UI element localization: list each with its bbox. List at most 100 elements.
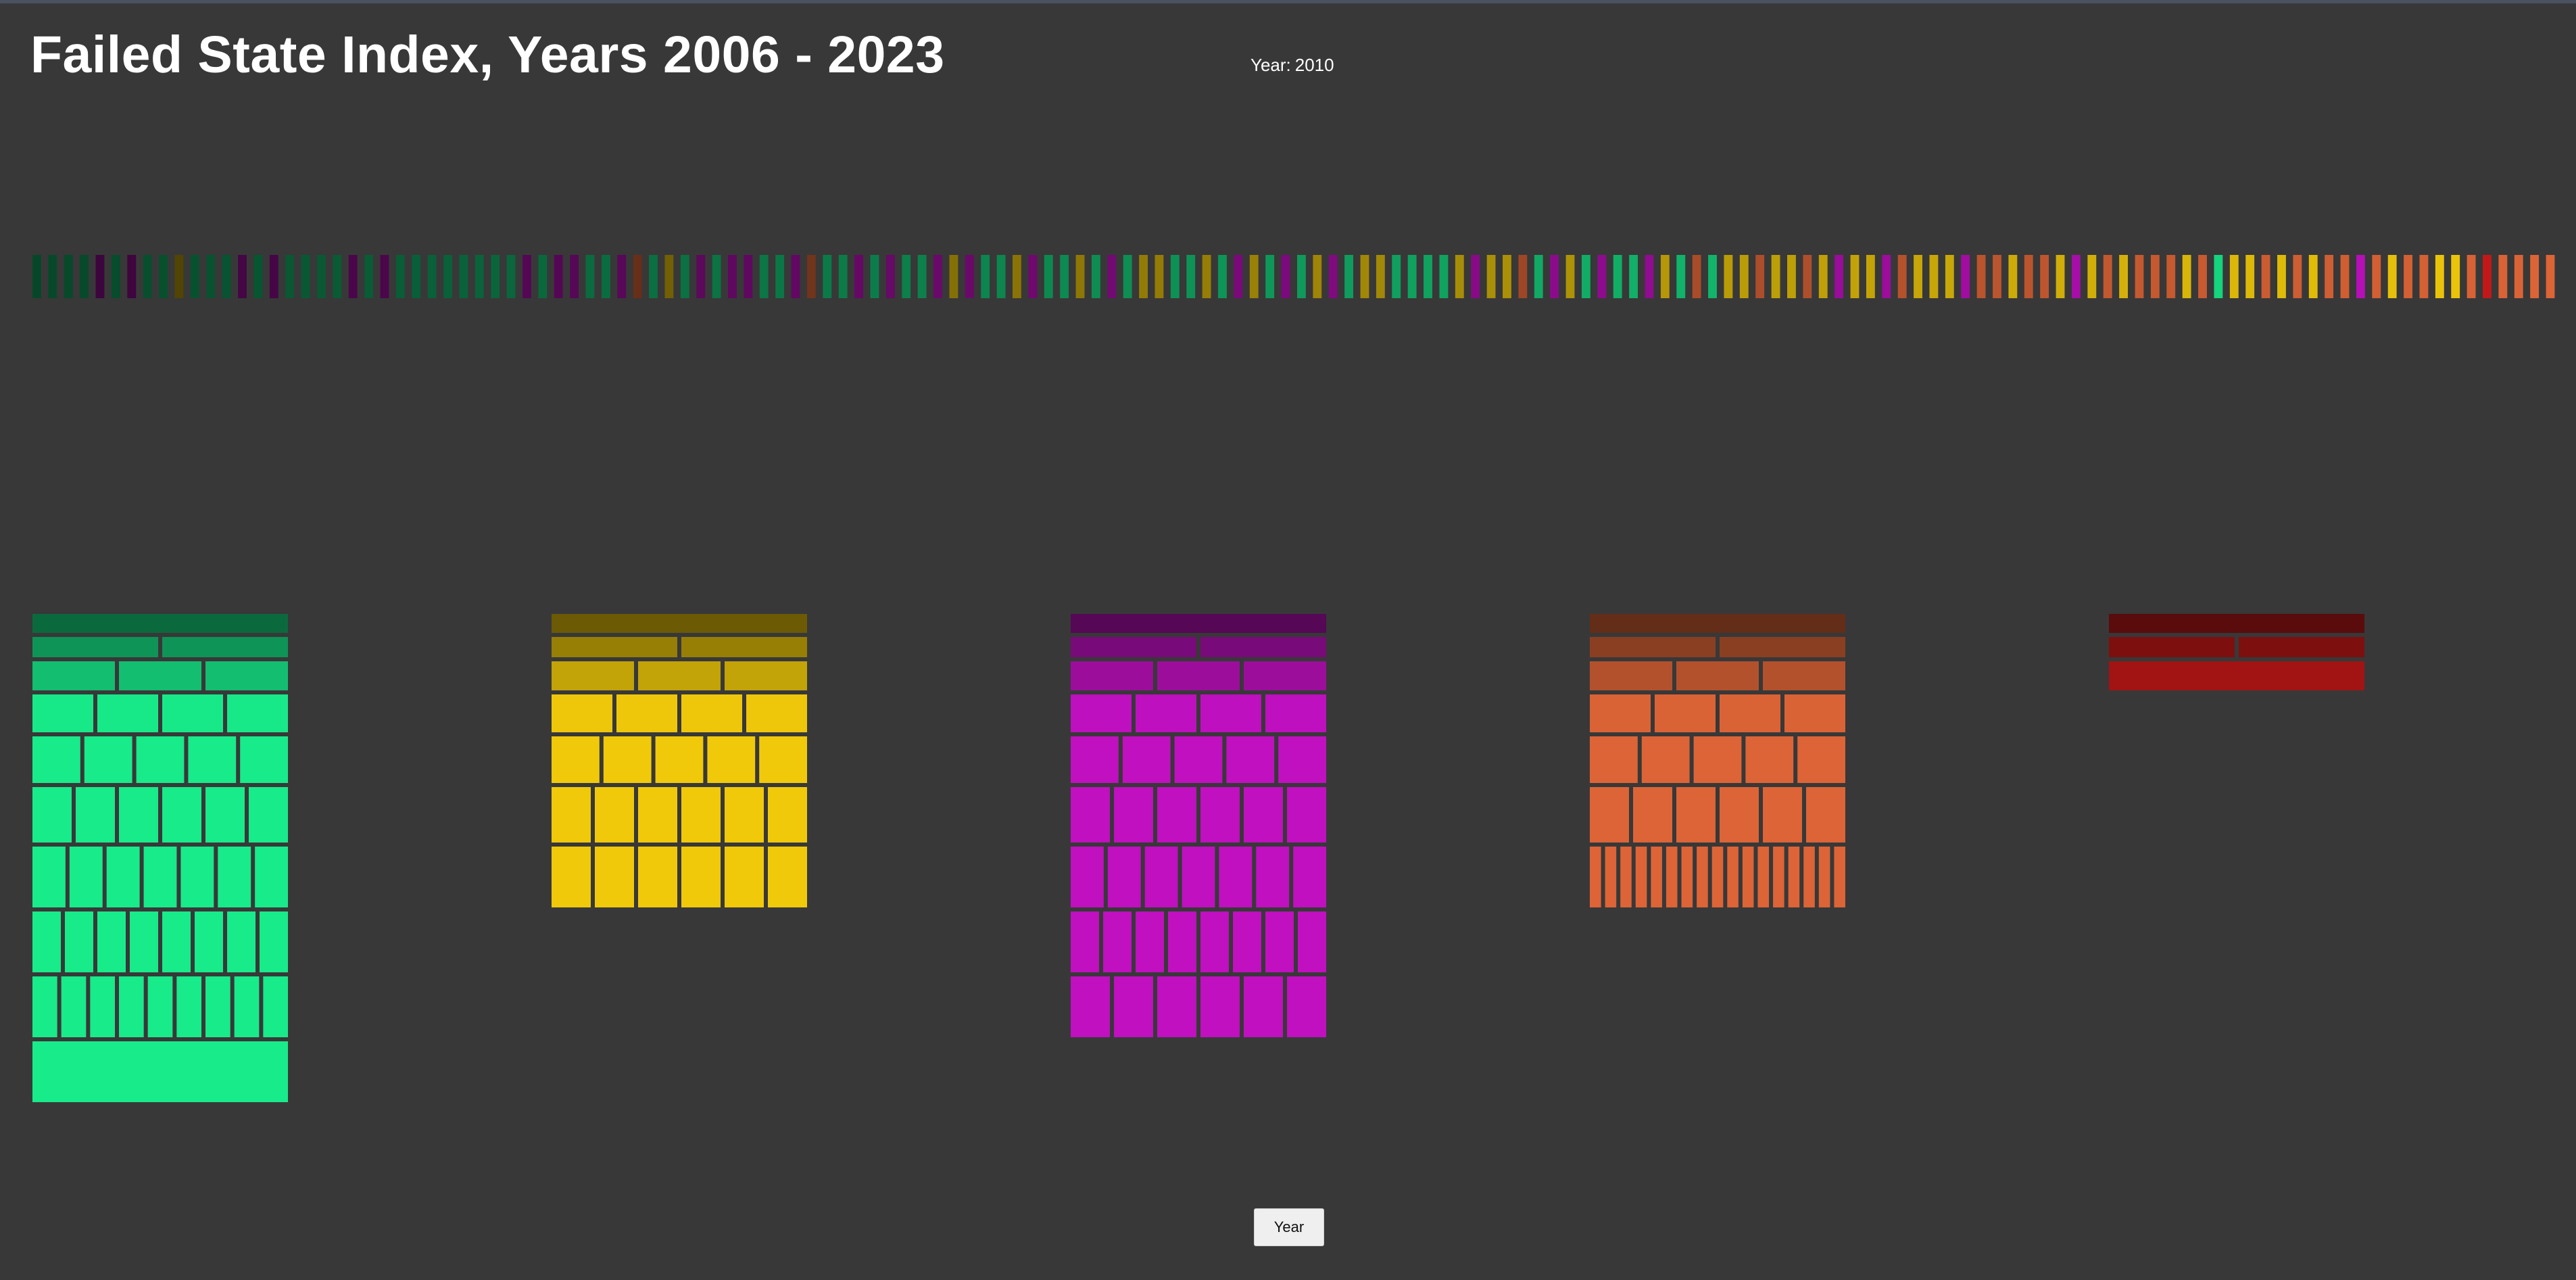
group-tile [2109, 614, 2364, 633]
group-tile [1256, 847, 1290, 907]
group-tile [552, 847, 591, 907]
strip-bar [633, 255, 642, 298]
group-tile [1071, 637, 1196, 657]
strip-bar [1202, 255, 1211, 298]
strip-bar [917, 255, 927, 298]
group-tile [1071, 787, 1110, 843]
group-tile [263, 976, 288, 1037]
group-tile [595, 787, 634, 843]
group-tile [707, 736, 756, 783]
strip-bar [2119, 255, 2129, 298]
group-alert [1590, 614, 1845, 907]
group-tile [205, 976, 230, 1037]
group-tile [162, 911, 191, 972]
group-tile [552, 637, 677, 657]
strip-bar [2245, 255, 2255, 298]
group-tile [188, 736, 237, 783]
strip-bar [2071, 255, 2081, 298]
group-tile [65, 911, 93, 972]
group-tile [2239, 637, 2364, 657]
group-tile [1144, 847, 1178, 907]
group-tile [1590, 736, 1638, 783]
group-tile [162, 637, 288, 657]
strip-bar [316, 255, 326, 298]
strip-bar [791, 255, 800, 298]
group-tile [1655, 694, 1716, 732]
group-tile [205, 787, 245, 843]
strip-bar [806, 255, 816, 298]
strip-bar [1075, 255, 1085, 298]
strip-bar [1218, 255, 1227, 298]
strip-bar [491, 255, 500, 298]
group-tile [1666, 847, 1678, 907]
strip-bar [2325, 255, 2334, 298]
group-tile [1797, 736, 1845, 783]
strip-bar [1866, 255, 1875, 298]
group-tile [1244, 661, 1326, 690]
strip-bar [443, 255, 452, 298]
strip-bar [238, 255, 247, 298]
strip-bar [1897, 255, 1907, 298]
strip-bar [1629, 255, 1638, 298]
group-tile [1742, 847, 1754, 907]
group-tile [249, 787, 288, 843]
group-tile [1676, 661, 1759, 690]
strip-bar [2546, 255, 2555, 298]
group-tile [1590, 694, 1651, 732]
group-tile [603, 736, 652, 783]
group-tile [1681, 847, 1693, 907]
strip-bar [1471, 255, 1480, 298]
strip-bar [1503, 255, 1511, 298]
group-tile [681, 694, 742, 732]
strip-bar [601, 255, 610, 298]
group-tile [162, 694, 223, 732]
strip-bar [2056, 255, 2065, 298]
strip-bar [1281, 255, 1290, 298]
group-tile [1590, 787, 1629, 843]
group-tile [136, 736, 185, 783]
year-button[interactable]: Year [1254, 1208, 1324, 1246]
strip-bar [159, 255, 168, 298]
strip-bar [585, 255, 595, 298]
group-tile [1590, 637, 1716, 657]
strip-bar [870, 255, 879, 298]
group-tile [255, 847, 288, 907]
group-tile [76, 787, 115, 843]
strip-bar [2514, 255, 2523, 298]
group-tile [1265, 911, 1294, 972]
group-tile [1697, 847, 1708, 907]
group-tile [32, 736, 80, 783]
group-tile [768, 787, 807, 843]
strip-bar [95, 255, 105, 298]
group-tile [147, 976, 173, 1037]
strip-bar [570, 255, 579, 298]
strip-bar [64, 255, 73, 298]
strip-bar [2308, 255, 2318, 298]
group-tile [2109, 637, 2235, 657]
group-tile [32, 661, 115, 690]
strip-bar [885, 255, 895, 298]
strip-bar [48, 255, 57, 298]
group-tile [227, 911, 256, 972]
strip-bar [1392, 255, 1401, 298]
group-tile [119, 661, 201, 690]
strip-bar [1170, 255, 1180, 298]
strip-bar [1376, 255, 1385, 298]
group-tile [1114, 787, 1153, 843]
group-tile [552, 661, 634, 690]
strip-bar [933, 255, 942, 298]
group-tile [595, 847, 634, 907]
group-tile [162, 787, 201, 843]
group-tile [655, 736, 704, 783]
group-tile [725, 787, 764, 843]
strip-bar [301, 255, 310, 298]
strip-bar [1645, 255, 1654, 298]
strip-bar [80, 255, 89, 298]
group-tile [1200, 694, 1261, 732]
group-tile [119, 976, 144, 1037]
group-tile [552, 694, 612, 732]
strip-bar [1534, 255, 1543, 298]
strip-bar [459, 255, 468, 298]
group-tile [1103, 911, 1132, 972]
strip-bar [2498, 255, 2508, 298]
